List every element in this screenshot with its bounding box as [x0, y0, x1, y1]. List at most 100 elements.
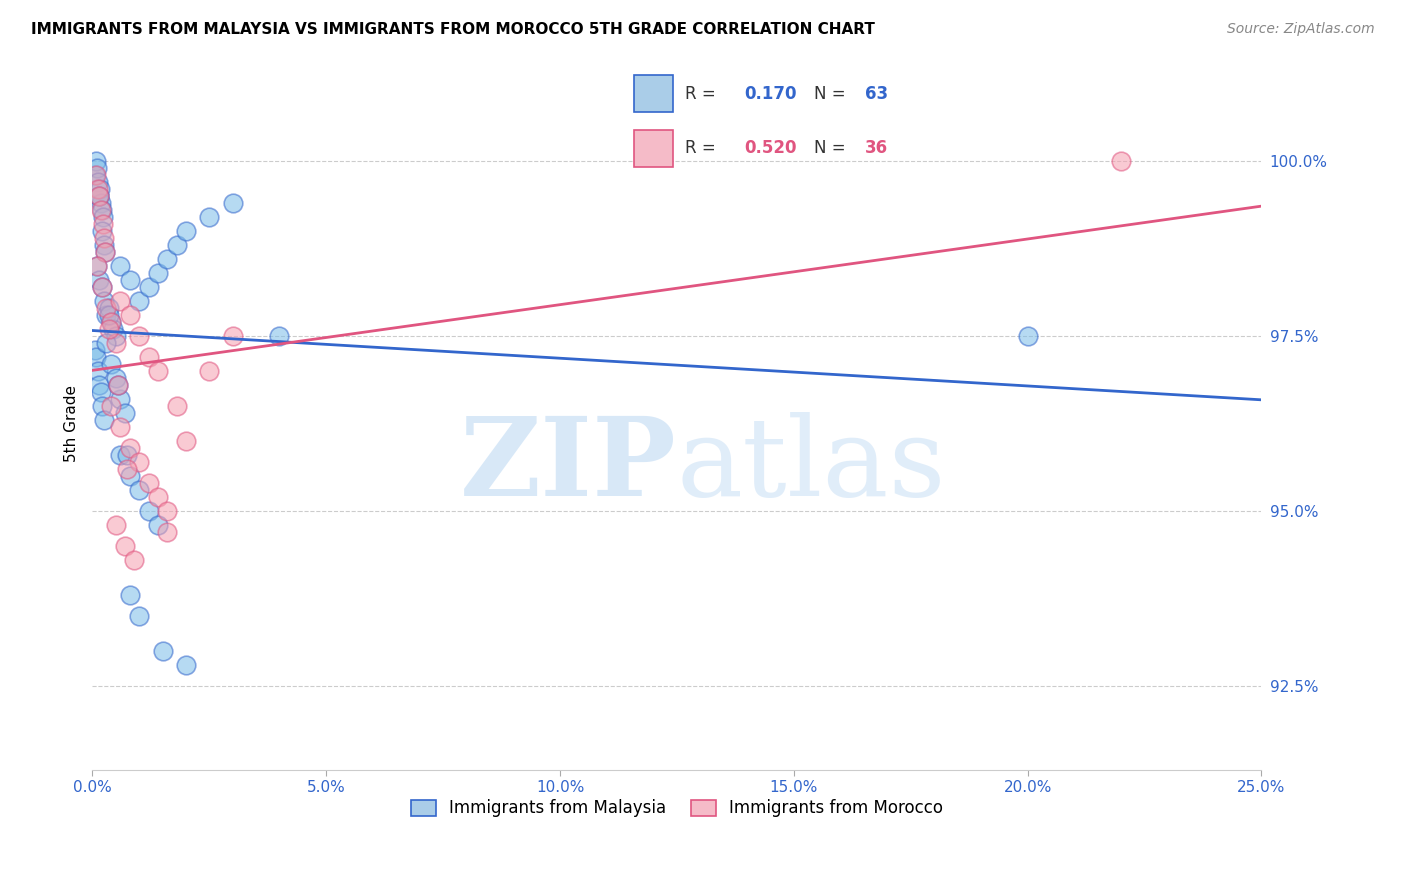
Point [86, 161, 108, 176]
Point [118, 441, 141, 455]
Point [198, 364, 221, 378]
Legend: Immigrants from Malaysia, Immigrants from Morocco: Immigrants from Malaysia, Immigrants fro… [404, 793, 950, 824]
Text: atlas: atlas [676, 412, 946, 519]
Text: Source: ZipAtlas.com: Source: ZipAtlas.com [1227, 22, 1375, 37]
Point [269, 329, 291, 343]
Point [86, 260, 108, 274]
Point [221, 196, 243, 211]
Point [84, 169, 107, 183]
Point [118, 588, 141, 602]
Point [128, 294, 150, 309]
Point [89, 189, 111, 203]
Point [114, 406, 136, 420]
Text: R =: R = [685, 85, 721, 103]
Point [89, 378, 111, 392]
Point [138, 351, 160, 365]
Point [93, 238, 115, 252]
Point [110, 420, 132, 434]
Point [100, 315, 122, 329]
Point [89, 273, 111, 287]
Point [128, 483, 150, 498]
Point [96, 301, 118, 316]
Point [87, 364, 110, 378]
Point [128, 455, 150, 469]
Point [166, 238, 188, 252]
Point [97, 308, 120, 322]
Point [84, 154, 107, 169]
Text: IMMIGRANTS FROM MALAYSIA VS IMMIGRANTS FROM MOROCCO 5TH GRADE CORRELATION CHART: IMMIGRANTS FROM MALAYSIA VS IMMIGRANTS F… [31, 22, 875, 37]
Point [90, 399, 112, 413]
Point [1017, 329, 1039, 343]
Point [146, 364, 169, 378]
Point [87, 182, 110, 196]
Point [174, 224, 197, 238]
Point [110, 260, 132, 274]
Text: R =: R = [685, 139, 721, 157]
Point [89, 189, 111, 203]
Point [104, 336, 127, 351]
Point [103, 322, 125, 336]
Point [107, 378, 129, 392]
Point [174, 658, 197, 673]
Point [93, 413, 115, 427]
Point [96, 336, 118, 351]
Point [138, 504, 160, 518]
Point [198, 211, 221, 225]
Point [97, 322, 120, 336]
Point [90, 203, 112, 218]
Point [89, 182, 111, 196]
Point [174, 434, 197, 449]
Point [107, 378, 129, 392]
Text: N =: N = [814, 85, 851, 103]
Point [117, 462, 139, 476]
Point [104, 329, 127, 343]
Point [94, 245, 117, 260]
Point [91, 218, 114, 232]
Point [100, 357, 122, 371]
Point [96, 308, 118, 322]
Text: 0.520: 0.520 [744, 139, 796, 157]
Point [94, 245, 117, 260]
Point [90, 203, 112, 218]
Point [90, 196, 112, 211]
Point [128, 329, 150, 343]
Point [90, 224, 112, 238]
Text: 0.170: 0.170 [744, 85, 796, 103]
Point [91, 211, 114, 225]
Point [97, 301, 120, 316]
Point [104, 518, 127, 533]
Point [146, 490, 169, 504]
Point [100, 399, 122, 413]
Point [1109, 154, 1132, 169]
Point [110, 448, 132, 462]
Point [87, 189, 110, 203]
Point [86, 260, 108, 274]
Point [146, 266, 169, 280]
Text: 63: 63 [865, 85, 887, 103]
Point [166, 399, 188, 413]
Text: N =: N = [814, 139, 851, 157]
Text: 36: 36 [865, 139, 887, 157]
Point [100, 315, 122, 329]
Point [117, 448, 139, 462]
Point [128, 609, 150, 624]
Point [156, 252, 179, 267]
Point [114, 539, 136, 553]
Point [118, 469, 141, 483]
Point [90, 280, 112, 294]
Point [156, 525, 179, 540]
Point [118, 273, 141, 287]
Point [156, 504, 179, 518]
Point [110, 294, 132, 309]
Point [221, 329, 243, 343]
Point [90, 280, 112, 294]
Point [83, 343, 105, 358]
Point [146, 518, 169, 533]
FancyBboxPatch shape [634, 129, 673, 167]
Point [124, 553, 146, 567]
Point [93, 231, 115, 245]
Point [110, 392, 132, 407]
Point [152, 644, 174, 658]
Point [84, 351, 107, 365]
Point [104, 371, 127, 385]
